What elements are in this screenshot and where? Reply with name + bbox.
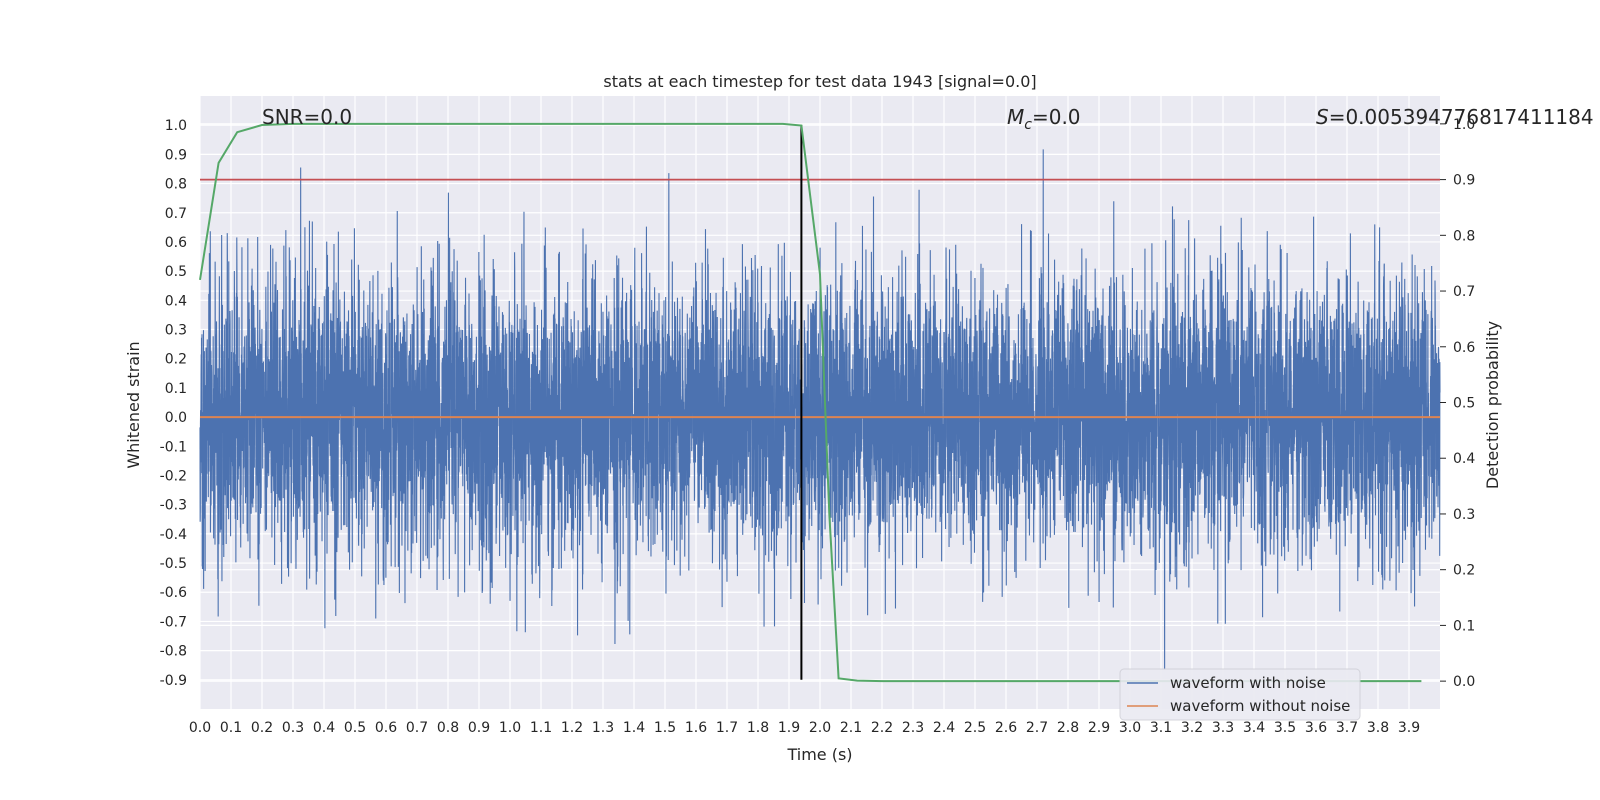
y-tick-label: 0.0 <box>165 410 187 426</box>
y-tick-label: -0.3 <box>160 498 187 514</box>
x-tick-label: 3.7 <box>1336 720 1358 736</box>
x-tick-label: 0.7 <box>406 720 428 736</box>
legend-label-noisy: waveform with noise <box>1170 674 1326 692</box>
y2-axis-label: Detection probability <box>1483 321 1502 489</box>
y2-tick-label: 1.0 <box>1453 117 1475 133</box>
x-tick-label: 3.1 <box>1150 720 1172 736</box>
y2-tick-label: 0.5 <box>1453 396 1475 412</box>
x-tick-label: 0.0 <box>189 720 211 736</box>
x-tick-label: 0.2 <box>251 720 273 736</box>
y2-tick-label: 0.0 <box>1453 674 1475 690</box>
x-tick-label: 1.8 <box>747 720 769 736</box>
detection-probability-line <box>199 122 1422 683</box>
y-tick-label: -0.2 <box>160 468 187 484</box>
x-axis-ticks: 0.0 0.1 0.2 0.3 0.4 0.5 0.6 0.7 0.8 0.9 1.0 1.1 1.2 1… <box>189 720 1420 736</box>
y-tick-label: -0.9 <box>160 673 187 689</box>
y-tick-label: 0.8 <box>165 177 187 193</box>
y-tick-label: 0.1 <box>165 381 187 397</box>
legend-label-clean: waveform without noise <box>1170 697 1350 715</box>
series-detection-probability <box>199 122 1422 683</box>
y2-tick-label: 0.2 <box>1453 563 1475 579</box>
x-tick-label: 3.4 <box>1243 720 1265 736</box>
x-tick-label: 0.4 <box>313 720 335 736</box>
x-tick-label: 1.2 <box>561 720 583 736</box>
x-tick-label: 3.9 <box>1398 720 1420 736</box>
x-tick-label: 1.5 <box>654 720 676 736</box>
legend: waveform with noise waveform without noi… <box>1119 668 1361 721</box>
y-tick-label: -0.8 <box>160 644 187 660</box>
x-tick-label: 2.4 <box>933 720 955 736</box>
y-tick-label: 0.4 <box>165 293 187 309</box>
x-tick-label: 0.1 <box>220 720 242 736</box>
y2-tick-label: 0.9 <box>1453 173 1475 189</box>
y-tick-label: -0.5 <box>160 556 187 572</box>
x-tick-label: 2.3 <box>902 720 924 736</box>
x-axis-label: Time (s) <box>786 745 852 764</box>
y-tick-label: 0.7 <box>165 206 187 222</box>
x-tick-label: 1.9 <box>778 720 800 736</box>
x-tick-label: 0.5 <box>344 720 366 736</box>
y2-tick-label: 0.3 <box>1453 507 1475 523</box>
mc-subscript: c <box>1024 117 1032 133</box>
x-tick-label: 0.8 <box>437 720 459 736</box>
y2-tick-label: 0.8 <box>1453 228 1475 244</box>
x-tick-label: 2.5 <box>964 720 986 736</box>
chart-title: stats at each timestep for test data 194… <box>603 72 1036 91</box>
x-tick-label: 0.6 <box>375 720 397 736</box>
y-tick-label: -0.7 <box>160 614 187 630</box>
y-tick-label: -0.6 <box>160 585 187 601</box>
x-tick-label: 1.3 <box>592 720 614 736</box>
y2-tick-label: 0.1 <box>1453 618 1475 634</box>
y-tick-label: 0.3 <box>165 323 187 339</box>
x-tick-label: 0.3 <box>282 720 304 736</box>
y2-tick-label: 0.7 <box>1453 284 1475 300</box>
y-tick-label: -0.1 <box>160 439 187 455</box>
x-tick-label: 3.2 <box>1181 720 1203 736</box>
x-tick-label: 3.0 <box>1119 720 1141 736</box>
y-tick-label: -0.4 <box>160 527 187 543</box>
x-tick-label: 3.8 <box>1367 720 1389 736</box>
s-symbol: S <box>1316 105 1329 129</box>
x-tick-label: 2.6 <box>995 720 1017 736</box>
x-tick-label: 1.0 <box>499 720 521 736</box>
y-axis-ticks: 1.0 0.9 0.8 0.7 0.6 0.5 0.4 0.3 0.2 0.1 0.0 -0.1 -0.… <box>160 118 187 689</box>
y2-axis-ticks: 1.0 0.9 0.8 0.7 0.6 0.5 0.4 0.3 0.2 0.1 0.0 <box>1440 117 1475 690</box>
x-tick-label: 1.6 <box>685 720 707 736</box>
y2-tick-label: 0.4 <box>1453 451 1475 467</box>
y-tick-label: 0.6 <box>165 235 187 251</box>
s-annotation: S=0.005394776817411184 <box>1316 105 1594 129</box>
x-tick-label: 1.4 <box>623 720 645 736</box>
legend-box <box>1119 668 1361 721</box>
x-tick-label: 2.8 <box>1057 720 1079 736</box>
mc-annotation: Mc=0.0 <box>1007 105 1081 133</box>
x-tick-label: 3.6 <box>1305 720 1327 736</box>
s-value: =0.005394776817411184 <box>1329 105 1594 129</box>
x-tick-label: 0.9 <box>468 720 490 736</box>
x-tick-label: 2.7 <box>1026 720 1048 736</box>
x-tick-label: 3.3 <box>1212 720 1234 736</box>
y-tick-label: 0.2 <box>165 352 187 368</box>
x-tick-label: 2.1 <box>840 720 862 736</box>
snr-annotation: SNR=0.0 <box>262 105 352 129</box>
y-tick-label: 0.9 <box>165 147 187 163</box>
mc-symbol: M <box>1007 105 1024 129</box>
y-axis-label: Whitened strain <box>124 341 143 468</box>
mc-value: =0.0 <box>1032 105 1081 129</box>
y-tick-label: 0.5 <box>165 264 187 280</box>
x-tick-label: 2.2 <box>871 720 893 736</box>
x-tick-label: 2.9 <box>1088 720 1110 736</box>
x-tick-label: 2.0 <box>809 720 831 736</box>
x-tick-label: 3.5 <box>1274 720 1296 736</box>
y-tick-label: 1.0 <box>165 118 187 134</box>
y2-tick-label: 0.6 <box>1453 340 1475 356</box>
x-tick-label: 1.7 <box>716 720 738 736</box>
x-tick-label: 1.1 <box>530 720 552 736</box>
